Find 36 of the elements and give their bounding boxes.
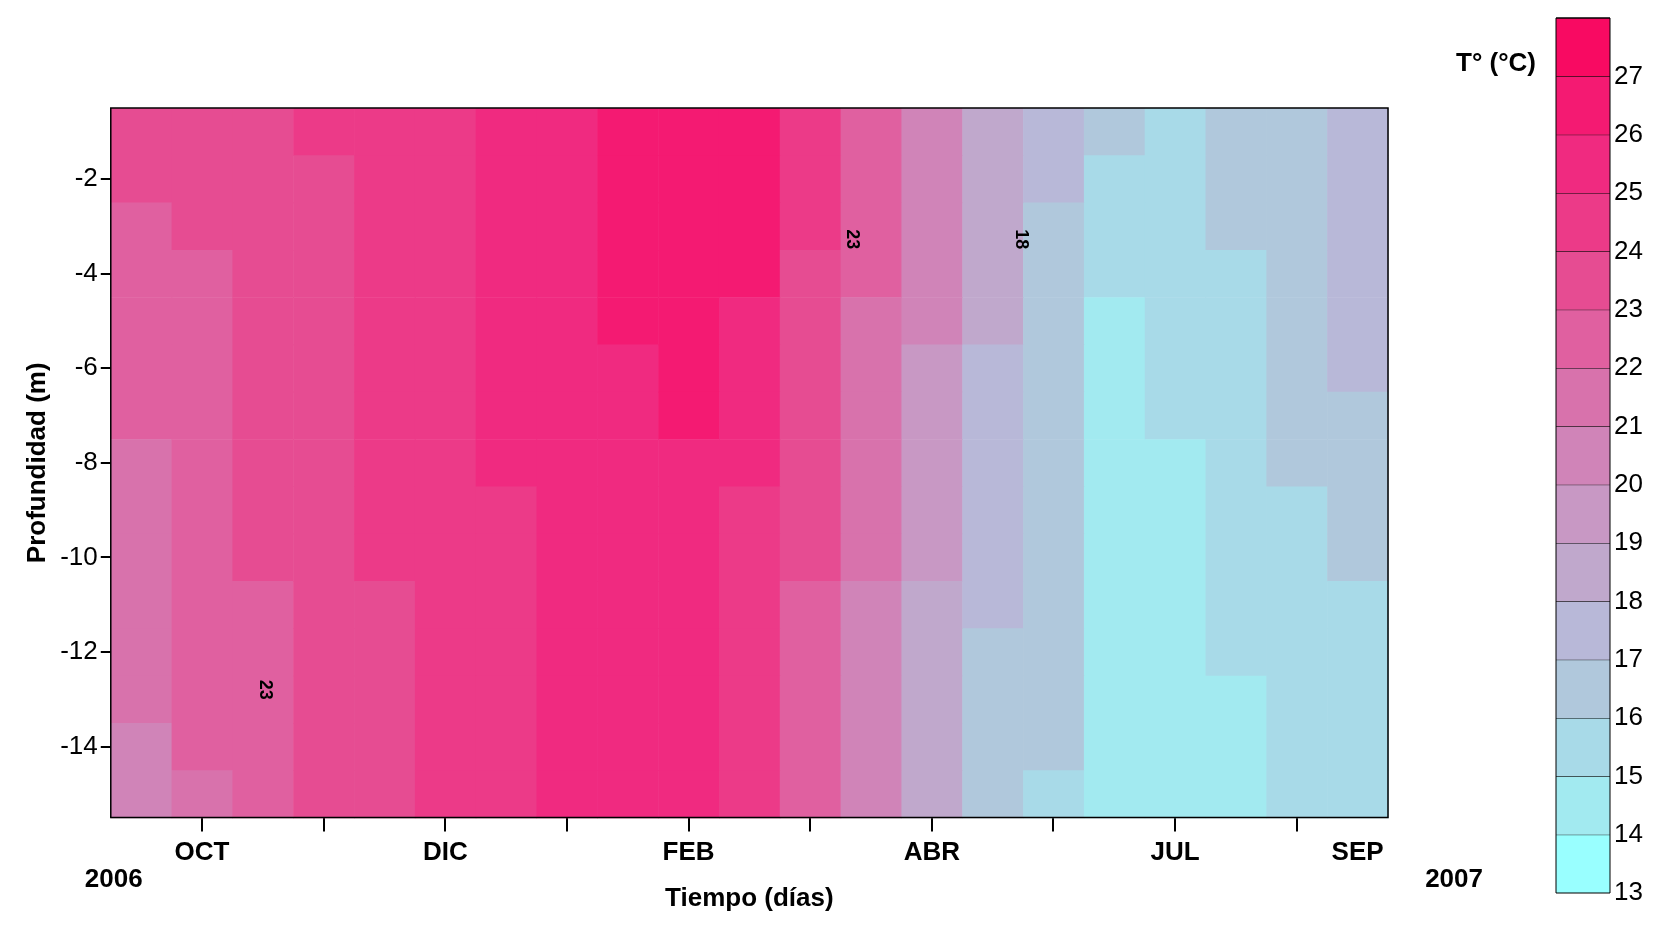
color-bar-label: 27 xyxy=(1614,59,1643,90)
color-bar-label: 22 xyxy=(1614,351,1643,382)
color-bar-label: 26 xyxy=(1614,117,1643,148)
text: 2006 xyxy=(84,862,143,893)
annotation: 23 xyxy=(842,229,863,250)
y-tick-label: -2 xyxy=(74,162,98,193)
color-bar-label: 17 xyxy=(1614,642,1643,673)
x-tick-label: ABR xyxy=(903,836,961,867)
annotation: 18 xyxy=(1012,229,1033,250)
x-tick-label: FEB xyxy=(662,836,715,867)
color-bar-title: T° (°C) xyxy=(1456,47,1536,78)
color-bar-label: 14 xyxy=(1614,817,1643,848)
x-tick-label: SEP xyxy=(1331,836,1384,867)
color-bar-label: 18 xyxy=(1614,584,1643,615)
x-tick-label: JUL xyxy=(1150,836,1200,867)
y-tick-label: -12 xyxy=(60,635,98,666)
color-bar-label: 21 xyxy=(1614,409,1643,440)
x-axis-title: Tiempo (días) xyxy=(665,881,834,912)
y-tick-label: -14 xyxy=(60,729,98,760)
color-bar-label: 19 xyxy=(1614,526,1643,557)
x-tick-label: OCT xyxy=(174,836,230,867)
color-bar-label: 23 xyxy=(1614,292,1643,323)
color-bar-label: 24 xyxy=(1614,234,1643,265)
annotation: 23 xyxy=(256,679,277,700)
color-bar-label: 13 xyxy=(1614,876,1643,907)
y-tick-label: -10 xyxy=(60,540,98,571)
text: 2007 xyxy=(1425,862,1483,893)
color-bar-label: 16 xyxy=(1614,701,1643,732)
color-bar-label: 15 xyxy=(1614,759,1643,790)
y-tick-label: -4 xyxy=(74,256,98,287)
y-axis-title: Profundidad (m) xyxy=(20,362,51,564)
y-tick-label: -6 xyxy=(74,351,98,382)
color-bar-label: 20 xyxy=(1614,467,1643,498)
color-bar-label: 25 xyxy=(1614,176,1643,207)
y-tick-label: -8 xyxy=(74,445,98,476)
x-tick-label: DIC xyxy=(422,836,468,867)
